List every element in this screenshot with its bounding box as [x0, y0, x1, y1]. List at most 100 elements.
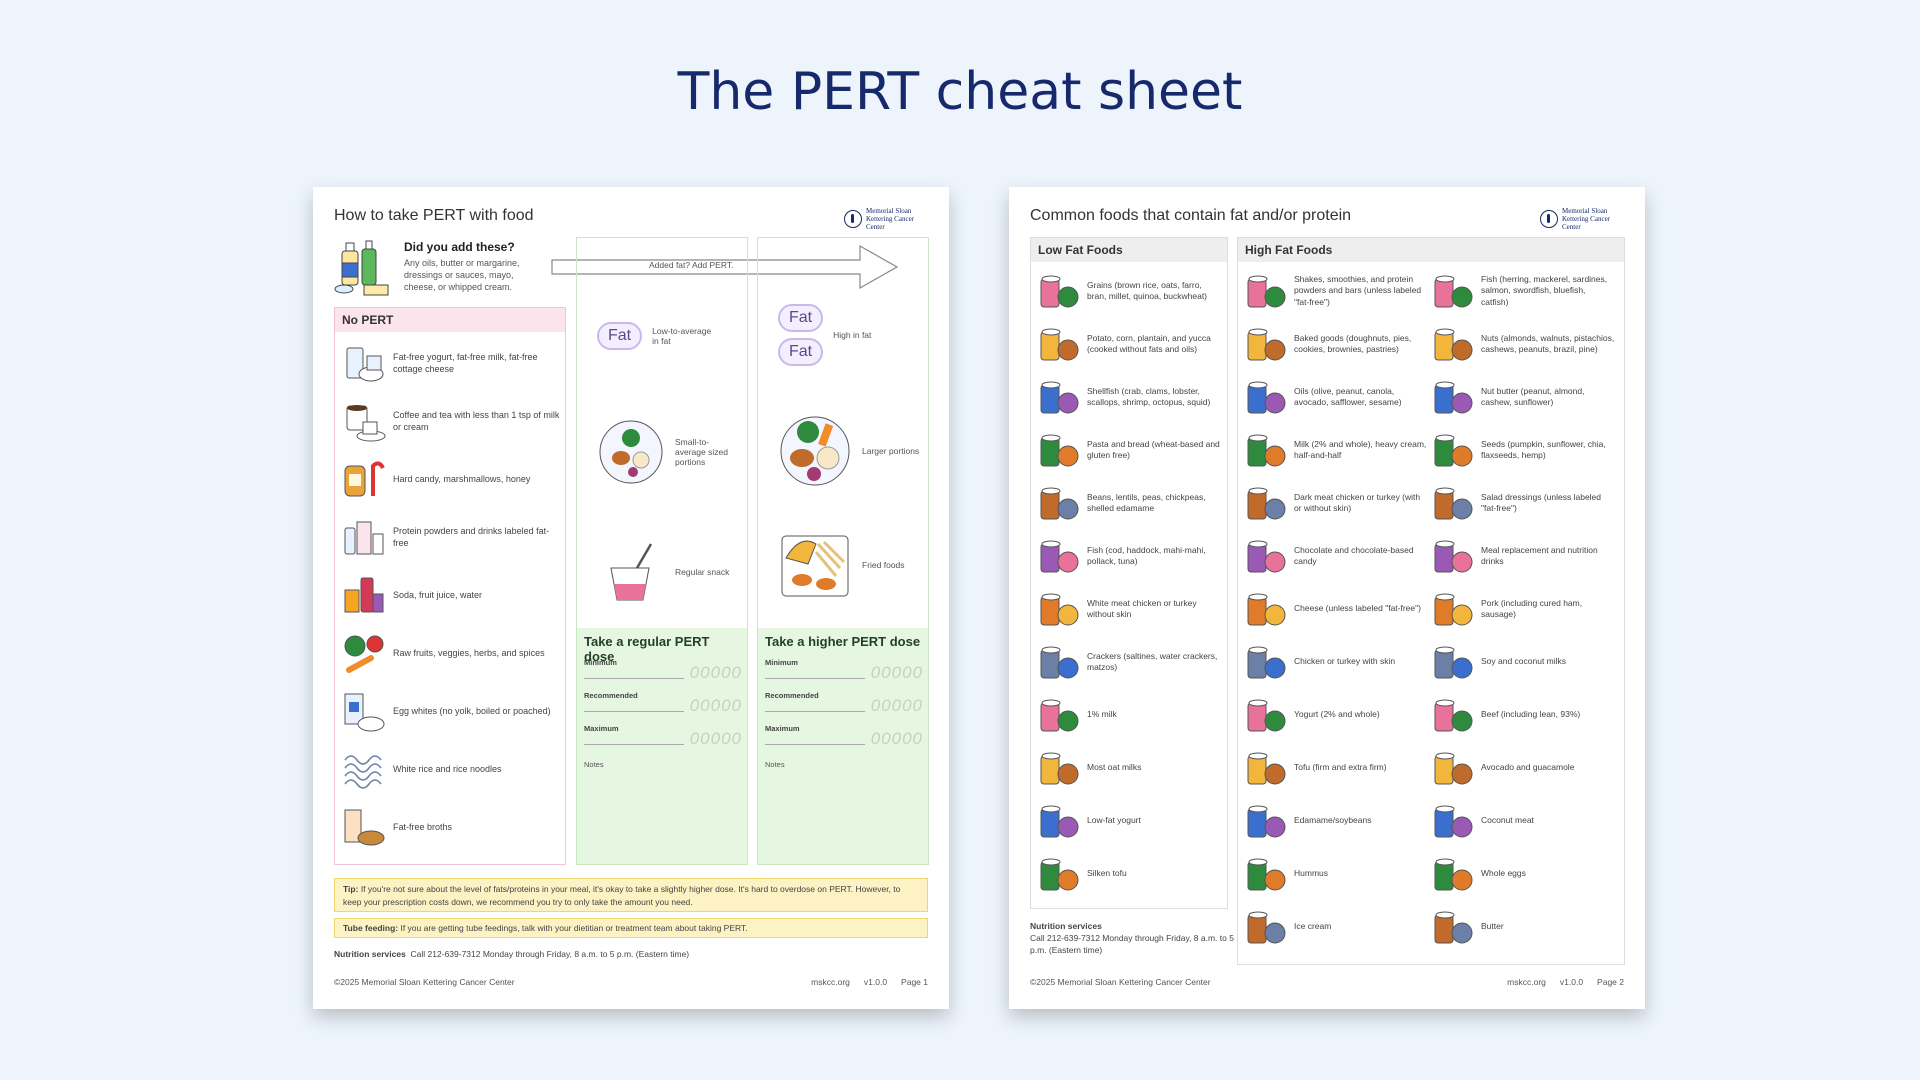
list-item: White rice and rice noodles	[341, 744, 561, 794]
list-item: Beans, lentils, peas, chickpeas, shelled…	[1037, 481, 1221, 525]
higher-dose-panel: Take a higher PERT dose Minimum 00000 Re…	[758, 628, 928, 864]
yogurt-icon	[1040, 805, 1079, 838]
recommended-dose-field[interactable]: Recommended 00000	[765, 691, 923, 715]
baked-goods-icon	[1247, 328, 1286, 361]
page-footer: mskcc.org v1.0.0 Page 2	[1507, 977, 1624, 987]
maximum-dose-field[interactable]: Maximum 00000	[765, 724, 923, 748]
no-pert-panel: No PERT Fat-free yogurt, fat-free milk, …	[334, 307, 566, 865]
list-item: Protein powders and drinks labeled fat-f…	[341, 512, 561, 562]
cheese-icon	[1247, 593, 1286, 626]
firm-tofu-icon	[1247, 752, 1286, 785]
egg-whites-icon	[344, 693, 385, 732]
list-item: Egg whites (no yolk, boiled or poached)	[341, 686, 561, 736]
list-item: Potato, corn, plantain, and yucca (cooke…	[1037, 322, 1221, 366]
site-link[interactable]: mskcc.org	[1507, 977, 1546, 987]
added-fats-heading: Did you add these?	[404, 240, 515, 254]
page-number: Page 1	[901, 977, 928, 987]
recommended-dose-field[interactable]: Recommended 00000	[584, 691, 742, 715]
list-item: Salad dressings (unless labeled "fat-fre…	[1431, 481, 1615, 525]
seeds-icon	[1434, 434, 1473, 467]
beans-icon	[1040, 487, 1079, 520]
list-item: Crackers (saltines, water crackers, matz…	[1037, 640, 1221, 684]
list-item: Fat-free broths	[341, 802, 561, 852]
oil-bottle-icon	[1247, 381, 1286, 414]
list-item: Butter	[1431, 905, 1615, 949]
small-plate-icon	[599, 420, 663, 484]
hummus-icon	[1247, 858, 1286, 891]
list-item: Meal replacement and nutrition drinks	[1431, 534, 1615, 578]
page-footer: mskcc.org v1.0.0 Page 1	[811, 977, 928, 987]
list-item: Hummus	[1244, 852, 1428, 896]
beef-icon	[1434, 699, 1473, 732]
produce-icon	[344, 635, 384, 673]
list-item: 1% milk	[1037, 693, 1221, 737]
large-portion-row: Larger portions	[778, 414, 924, 488]
list-item: Nuts (almonds, walnuts, pistachios, cash…	[1431, 322, 1615, 366]
notes-label: Notes	[584, 760, 604, 769]
fat-badge: Fat	[597, 322, 643, 350]
nuts-icon	[1434, 328, 1473, 361]
milk-cream-icon	[1247, 434, 1286, 467]
list-item: Soda, fruit juice, water	[341, 570, 561, 620]
arrow-label: Added fat? Add PERT.	[649, 260, 734, 270]
higher-dose-heading: Take a higher PERT dose	[765, 634, 921, 649]
fatty-fish-icon	[1434, 275, 1473, 308]
dressing-icon	[1434, 487, 1473, 520]
crackers-icon	[1040, 646, 1079, 679]
minimum-dose-field[interactable]: Minimum 00000	[584, 658, 742, 682]
chocolate-icon	[1247, 540, 1286, 573]
msk-logo-icon	[844, 210, 862, 228]
maximum-dose-field[interactable]: Maximum 00000	[584, 724, 742, 748]
shake-icon	[1247, 275, 1286, 308]
list-item: Coffee and tea with less than 1 tsp of m…	[341, 396, 561, 446]
tube-feeding-callout: Tube feeding: If you are getting tube fe…	[334, 918, 928, 938]
regular-dose-panel: Take a regular PERT dose Minimum 00000 R…	[577, 628, 747, 864]
list-item: Most oat milks	[1037, 746, 1221, 790]
protein-drink-icon	[344, 521, 384, 555]
site-link[interactable]: mskcc.org	[811, 977, 850, 987]
list-item: Raw fruits, veggies, herbs, and spices	[341, 628, 561, 678]
low-fat-foods-panel: Low Fat Foods	[1030, 237, 1228, 909]
msk-logo: Memorial Sloan Kettering Cancer Center	[1540, 207, 1624, 231]
logo-text: Memorial Sloan Kettering Cancer Center	[866, 207, 915, 231]
list-item: Hard candy, marshmallows, honey	[341, 454, 561, 504]
minimum-dose-field[interactable]: Minimum 00000	[765, 658, 923, 682]
list-item: Baked goods (doughnuts, pies, cookies, b…	[1244, 322, 1428, 366]
regular-dose-heading: Take a regular PERT dose	[584, 634, 710, 664]
list-item: Cheese (unless labeled "fat-free")	[1244, 587, 1428, 631]
list-item: Edamame/soybeans	[1244, 799, 1428, 843]
edamame-icon	[1247, 805, 1286, 838]
fried-foods-row: Fried foods	[778, 528, 924, 602]
list-item: Yogurt (2% and whole)	[1244, 693, 1428, 737]
drumstick-icon	[1247, 487, 1286, 520]
list-item: Dark meat chicken or turkey (with or wit…	[1244, 481, 1428, 525]
page-1-heading: How to take PERT with food	[334, 207, 534, 224]
page-2-heading: Common foods that contain fat and/or pro…	[1030, 207, 1352, 224]
grains-icon	[1040, 275, 1079, 308]
candy-honey-icon	[344, 461, 385, 497]
yogurt-cup-icon	[610, 543, 653, 601]
small-portion-row: Small-to-average sized portions	[597, 418, 737, 486]
coconut-icon	[1434, 805, 1473, 838]
oil-bottles-icon	[334, 240, 389, 296]
meal-drink-icon	[1434, 540, 1473, 573]
list-item: Silken tofu	[1037, 852, 1221, 896]
list-item: Chocolate and chocolate-based candy	[1244, 534, 1428, 578]
copyright: ©2025 Memorial Sloan Kettering Cancer Ce…	[334, 977, 515, 987]
soda-juice-icon	[344, 577, 384, 613]
fish-can-icon	[1040, 540, 1079, 573]
yogurt-milk-icon	[346, 347, 384, 382]
list-item: Shakes, smoothies, and protein powders a…	[1244, 269, 1428, 313]
list-item: Fat-free yogurt, fat-free milk, fat-free…	[341, 338, 561, 388]
list-item: White meat chicken or turkey without ski…	[1037, 587, 1221, 631]
logo-text: Memorial Sloan Kettering Cancer Center	[1562, 207, 1611, 231]
list-item: Shellfish (crab, clams, lobster, scallop…	[1037, 375, 1221, 419]
list-item: Low-fat yogurt	[1037, 799, 1221, 843]
milk-carton-icon	[1040, 699, 1079, 732]
list-item: Oils (olive, peanut, canola, avocado, sa…	[1244, 375, 1428, 419]
regular-dose-column: Fat Low-to-average in fat Small-to-avera…	[576, 237, 748, 865]
nutrition-services: Nutrition services Call 212-639-7312 Mond…	[1030, 921, 1234, 955]
list-item: Soy and coconut milks	[1431, 640, 1615, 684]
fried-foods-icon	[781, 535, 849, 597]
list-item: Tofu (firm and extra firm)	[1244, 746, 1428, 790]
